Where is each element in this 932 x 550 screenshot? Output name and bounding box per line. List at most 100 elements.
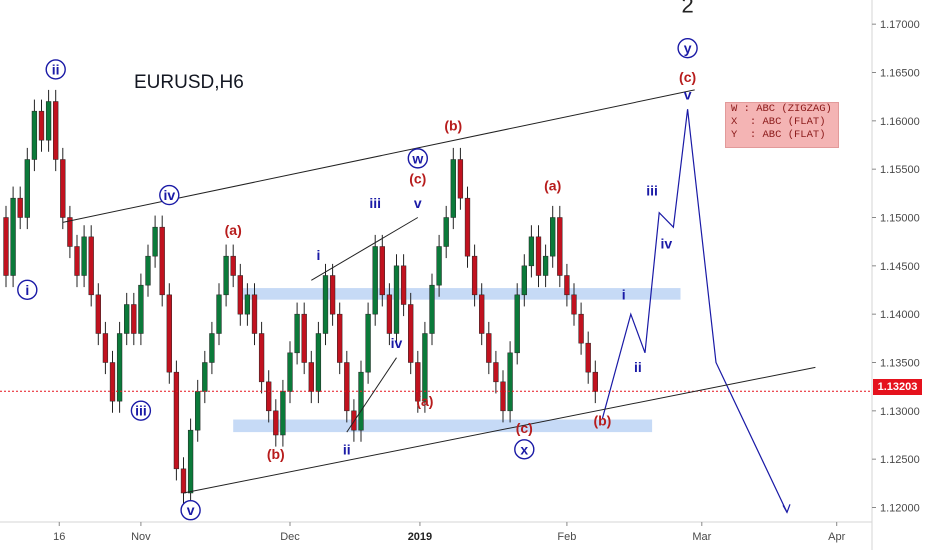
- candle-body: [471, 255, 478, 296]
- wave-label-circle: [17, 279, 38, 301]
- candle-body: [422, 333, 428, 402]
- wave-label-v: v: [414, 195, 422, 211]
- candle-body: [280, 391, 286, 436]
- symbol-title: EURUSD,H6: [134, 72, 244, 93]
- candle-body: [344, 362, 350, 412]
- time-tick-label: Apr: [828, 531, 845, 543]
- candle-body: [528, 236, 535, 267]
- candle-body: [486, 333, 492, 363]
- candle-body: [209, 333, 215, 363]
- channel-line: [346, 357, 397, 433]
- wave-label-iii: iii: [135, 403, 147, 419]
- wave-label-circle: [45, 59, 66, 80]
- wave-label-a: (a): [225, 222, 242, 238]
- wave-label-x: x: [520, 441, 528, 457]
- candle-body: [273, 410, 279, 436]
- candle-body: [429, 284, 435, 334]
- candle-body: [109, 362, 116, 402]
- candle-body: [38, 110, 45, 141]
- wave-label-w: w: [411, 150, 423, 166]
- time-tick-label: 2019: [408, 531, 432, 543]
- candle-body: [95, 294, 101, 334]
- legend-line-x: X : ABC (FLAT): [731, 116, 826, 128]
- candle-body: [223, 255, 229, 296]
- candle-body: [187, 429, 194, 494]
- wave-label-ii: ii: [52, 61, 60, 77]
- candle-body: [379, 246, 385, 296]
- time-tick-label: 16: [53, 531, 65, 543]
- price-tick-label: 1.15000: [880, 213, 920, 225]
- candle-body: [550, 217, 556, 257]
- candle-body: [287, 352, 293, 392]
- wave-label-circle: [130, 400, 152, 421]
- candle-body: [585, 342, 591, 373]
- candle-body: [88, 236, 94, 296]
- candle-body: [53, 101, 59, 160]
- candle-body: [159, 226, 165, 296]
- candle-body: [415, 362, 421, 402]
- candle-body: [400, 265, 407, 305]
- candle-body: [74, 246, 80, 276]
- candle-body: [124, 304, 130, 334]
- wave-legend: W : ABC (ZIGZAG) X : ABC (FLAT) Y : ABC …: [725, 102, 839, 148]
- candle-body: [230, 255, 236, 276]
- candle-body: [450, 159, 456, 218]
- wave-label-i: i: [622, 287, 626, 303]
- wave-label-circle: [677, 37, 698, 59]
- channel-line: [311, 217, 419, 281]
- candle-body: [514, 294, 520, 354]
- wave-label-b: (b): [444, 118, 462, 134]
- candle-body: [464, 197, 471, 257]
- candle-body: [571, 294, 577, 315]
- candle-body: [386, 294, 393, 334]
- candle-body: [443, 217, 449, 247]
- wave-label-iii: iii: [646, 182, 658, 198]
- wave-label-c: (c): [679, 69, 696, 85]
- candle-body: [393, 265, 400, 334]
- candle-body: [152, 226, 158, 257]
- candle-body: [351, 410, 357, 431]
- candle-body: [202, 362, 208, 392]
- legend-line-y: Y : ABC (FLAT): [731, 129, 826, 141]
- wave-label-a: (a): [544, 177, 561, 193]
- candle-body: [116, 333, 123, 402]
- candle-body: [266, 381, 272, 412]
- candle-body: [216, 294, 222, 334]
- candle-body: [372, 246, 378, 315]
- wave-label-ii: ii: [343, 441, 351, 457]
- candle-body: [60, 159, 66, 218]
- candle-body: [500, 381, 506, 412]
- price-tick-label: 1.12000: [880, 503, 920, 515]
- wave-label-circle: [514, 439, 535, 460]
- candle-body: [301, 313, 307, 363]
- candle-body: [507, 352, 513, 412]
- wave-label-circle: [407, 148, 428, 169]
- candle-body: [31, 110, 38, 160]
- candle-body: [564, 275, 570, 296]
- wave-label-v: v: [684, 87, 692, 103]
- candle-body: [457, 159, 464, 199]
- candle-body: [3, 217, 9, 276]
- candle-body: [166, 294, 172, 373]
- candle-body: [251, 294, 258, 334]
- price-tick-label: 1.16500: [880, 68, 920, 80]
- candle-body: [365, 313, 371, 373]
- support-resistance-zone: [233, 419, 653, 433]
- candle-body: [102, 333, 109, 363]
- wave-label-iv: iv: [660, 235, 672, 251]
- price-tick-label: 1.17000: [880, 19, 920, 31]
- candle-body: [131, 304, 137, 334]
- wave-label-circle: [180, 500, 201, 521]
- time-tick-label: Dec: [280, 531, 300, 543]
- last-price-badge: 1.13203: [873, 379, 922, 395]
- candle-body: [521, 265, 527, 296]
- legend-line-w: W : ABC (ZIGZAG): [731, 103, 832, 115]
- candle-body: [81, 236, 87, 276]
- candle-body: [358, 371, 364, 431]
- candle-body: [145, 255, 151, 286]
- wave-label-a: (a): [416, 393, 433, 409]
- price-tick-label: 1.15500: [880, 164, 920, 176]
- candle-body: [244, 294, 251, 315]
- wave-label-b: (b): [267, 446, 285, 462]
